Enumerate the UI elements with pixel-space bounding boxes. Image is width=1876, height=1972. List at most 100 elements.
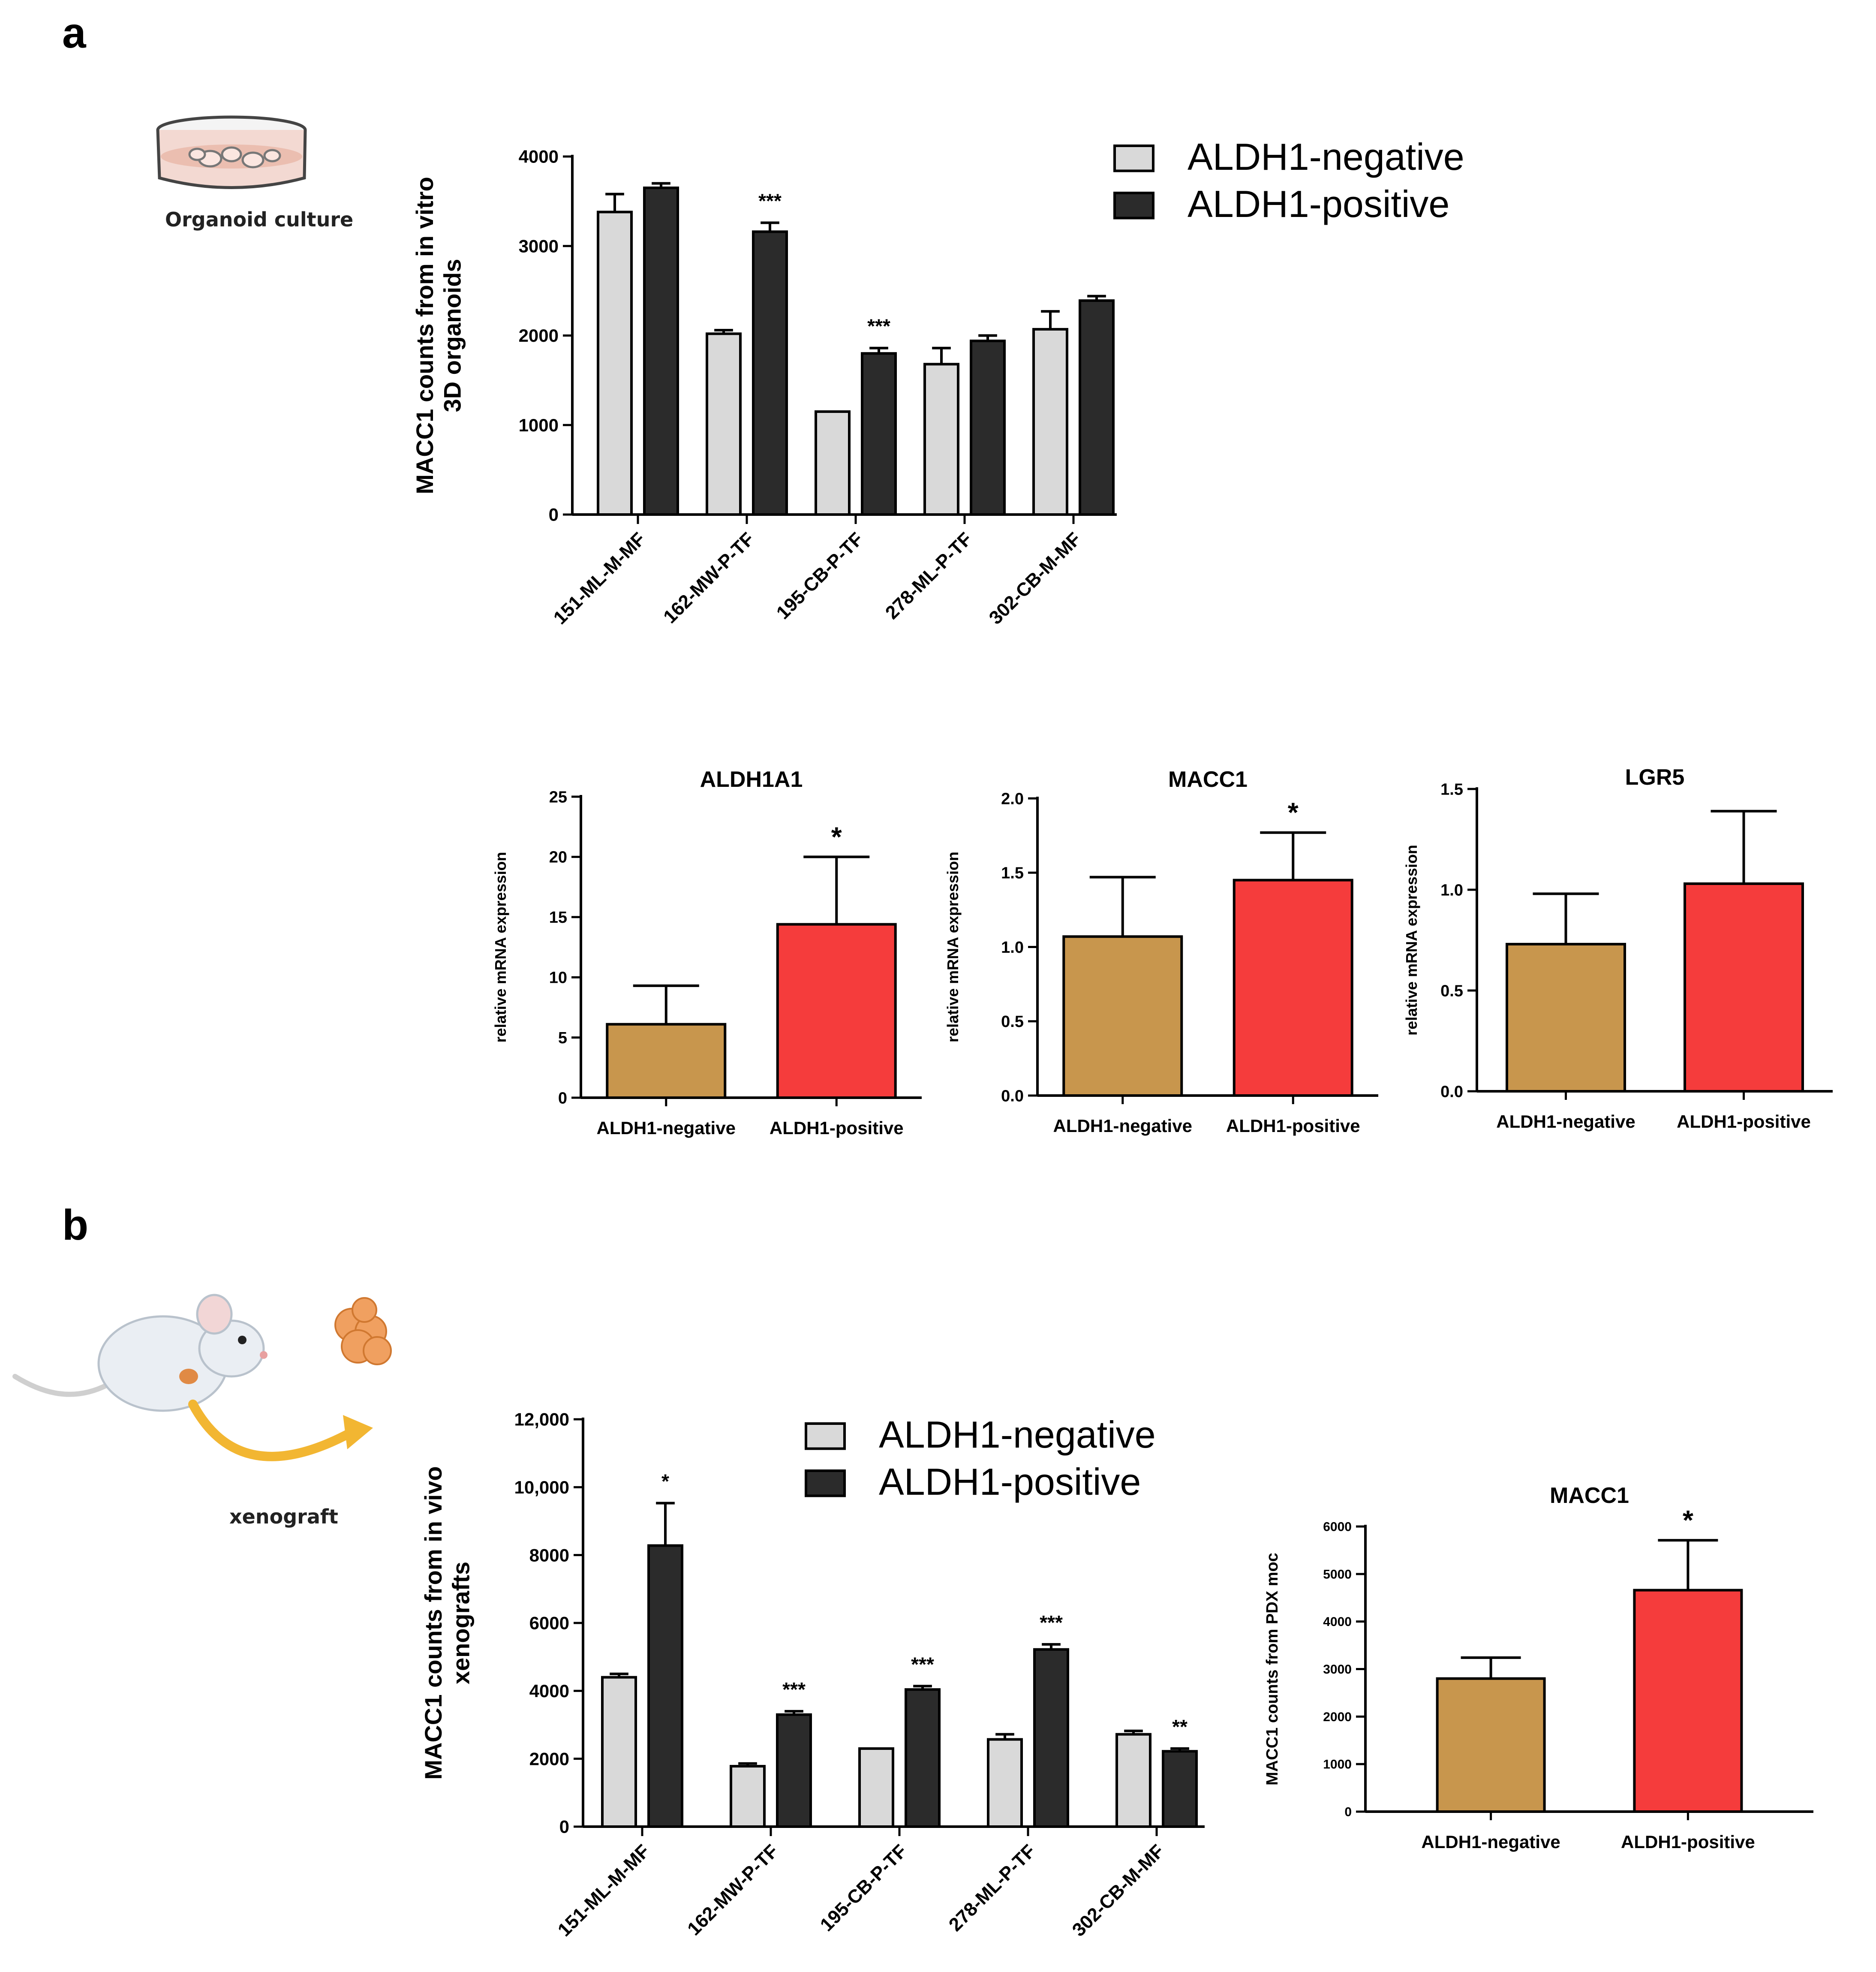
a_organoids-bar-negative xyxy=(706,332,742,516)
b_xenografts-bar-positive xyxy=(1033,1648,1069,1828)
a_macc1-y-axis-label: relative mRNA expression xyxy=(944,852,962,1042)
a_organoids-significance-label: *** xyxy=(758,190,782,212)
a_organoids-y-axis-label: MACC1 counts from in vitro xyxy=(411,177,438,494)
a_organoids-y-axis-label: 3D organoids xyxy=(439,259,466,412)
a_aldh1a1-title: ALDH1A1 xyxy=(700,767,803,792)
a_macc1-significance-label: * xyxy=(1288,797,1299,828)
b_xenografts-significance-label: *** xyxy=(911,1653,934,1675)
b_xenografts-legend-swatch-negative xyxy=(805,1422,846,1450)
a_organoids-y-tick-label: 2000 xyxy=(519,325,559,346)
b_xenografts-y-tick-label: 0 xyxy=(559,1817,569,1837)
a_aldh1a1-y-tick-label: 25 xyxy=(549,788,567,806)
a_macc1-y-tick-label: 1.5 xyxy=(1001,864,1024,882)
organoid-culture-label: Organoid culture xyxy=(165,208,354,231)
a_aldh1a1-bar-positive xyxy=(776,923,897,1099)
b_pdx-title: MACC1 xyxy=(1550,1483,1629,1508)
b_xenografts-bar-negative xyxy=(987,1738,1023,1828)
a_lgr5-y-tick-label: 0.5 xyxy=(1440,982,1463,1000)
b_pdx-y-tick-label: 3000 xyxy=(1323,1662,1352,1677)
mouse-icon xyxy=(12,1294,392,1461)
a_macc1-bar-negative xyxy=(1062,935,1183,1097)
a_aldh1a1-x-tick-label: ALDH1-positive xyxy=(770,1118,904,1138)
a_aldh1a1-y-tick-label: 10 xyxy=(549,969,567,987)
b_xenografts-x-tick-label: 162-MW-P-TF xyxy=(683,1840,782,1939)
a_organoids-bar-positive xyxy=(1079,299,1115,516)
b_pdx-y-tick-label: 1000 xyxy=(1323,1758,1352,1772)
a_macc1-bar-positive xyxy=(1233,879,1353,1097)
b_pdx-y-tick-label: 5000 xyxy=(1323,1567,1352,1581)
a_lgr5-bar-positive xyxy=(1684,882,1804,1093)
b_pdx-significance-label: * xyxy=(1683,1505,1693,1535)
b_pdx-bar-negative xyxy=(1436,1677,1546,1813)
a_organoids-x-tick-label: 162-MW-P-TF xyxy=(659,528,758,627)
a_macc1-y-tick-label: 0.0 xyxy=(1001,1087,1024,1105)
a_organoids-x-tick-label: 278-ML-P-TF xyxy=(881,528,976,623)
a_organoids-bar-negative xyxy=(815,410,851,516)
a_lgr5-y-tick-label: 1.5 xyxy=(1440,780,1463,798)
b_xenografts-bar-positive xyxy=(647,1544,683,1828)
b_pdx-x-tick-label: ALDH1-positive xyxy=(1621,1832,1755,1852)
panel-b-label: b xyxy=(62,1201,89,1249)
b_xenografts-bar-negative xyxy=(858,1747,894,1828)
a_lgr5-y-tick-label: 1.0 xyxy=(1440,881,1463,899)
b_pdx-y-tick-label: 0 xyxy=(1344,1805,1352,1819)
a_aldh1a1-y-axis-label: relative mRNA expression xyxy=(492,852,509,1043)
b_xenografts-y-tick-label: 8000 xyxy=(529,1545,569,1565)
b_xenografts-bar-negative xyxy=(730,1765,766,1828)
b_xenografts-significance-label: ** xyxy=(1172,1716,1188,1738)
panel-a-label: a xyxy=(62,9,86,57)
a_organoids-bar-negative xyxy=(597,211,633,516)
a_organoids-legend-label: ALDH1-negative xyxy=(1188,135,1464,178)
a_macc1-x-tick-label: ALDH1-negative xyxy=(1053,1116,1192,1136)
a_organoids-legend-swatch-negative xyxy=(1113,145,1154,172)
b_xenografts-y-tick-label: 12,000 xyxy=(514,1409,569,1430)
a_organoids-bar-positive xyxy=(970,340,1006,516)
b_xenografts-significance-label: *** xyxy=(782,1678,806,1701)
b_xenografts-x-tick-label: 195-CB-P-TF xyxy=(816,1840,911,1935)
a_organoids-x-tick-label: 151-ML-M-MF xyxy=(550,528,649,628)
b_xenografts-x-tick-label: 151-ML-M-MF xyxy=(554,1840,654,1940)
b_xenografts-y-axis-label: MACC1 counts from in vivo xyxy=(420,1466,447,1779)
b_xenografts-legend-swatch-positive xyxy=(805,1469,846,1497)
b_xenografts-significance-label: *** xyxy=(1040,1611,1063,1634)
a_lgr5-y-tick-label: 0.0 xyxy=(1440,1083,1463,1101)
b_xenografts-bar-positive xyxy=(905,1688,941,1828)
a_organoids-y-tick-label: 1000 xyxy=(519,415,559,435)
b_xenografts-y-axis-label: xenografts xyxy=(447,1562,474,1684)
b_pdx-bar-positive xyxy=(1633,1589,1743,1813)
a_organoids-legend-swatch-positive xyxy=(1113,192,1154,220)
a_macc1-x-tick-label: ALDH1-positive xyxy=(1226,1116,1360,1136)
a_macc1-y-tick-label: 2.0 xyxy=(1001,790,1024,808)
a_organoids-significance-label: *** xyxy=(867,315,890,337)
a_organoids-bar-negative xyxy=(1032,328,1068,516)
b_xenografts-legend-label: ALDH1-positive xyxy=(879,1460,1141,1503)
b_pdx-y-tick-label: 6000 xyxy=(1323,1520,1352,1534)
a_organoids-y-tick-label: 4000 xyxy=(519,147,559,167)
a_lgr5-title: LGR5 xyxy=(1625,765,1685,790)
b_xenografts-bar-positive xyxy=(776,1713,812,1828)
a_aldh1a1-y-tick-label: 5 xyxy=(558,1029,567,1047)
b_xenografts-legend-label: ALDH1-negative xyxy=(879,1413,1156,1456)
a_organoids-legend-label: ALDH1-positive xyxy=(1188,183,1449,225)
b_pdx-y-tick-label: 4000 xyxy=(1323,1615,1352,1629)
a_macc1-y-tick-label: 1.0 xyxy=(1001,939,1024,957)
a_organoids-bar-negative xyxy=(923,363,959,516)
b_xenografts-x-tick-label: 302-CB-M-MF xyxy=(1068,1840,1168,1940)
b_xenografts-y-tick-label: 4000 xyxy=(529,1681,569,1701)
a_aldh1a1-significance-label: * xyxy=(831,821,842,852)
a_macc1-y-tick-label: 0.5 xyxy=(1001,1013,1024,1031)
a_aldh1a1-x-tick-label: ALDH1-negative xyxy=(597,1118,736,1138)
b_xenografts-x-tick-label: 278-ML-P-TF xyxy=(945,1840,1040,1935)
a_lgr5-x-tick-label: ALDH1-negative xyxy=(1496,1111,1635,1132)
a_organoids-x-tick-label: 195-CB-P-TF xyxy=(773,528,867,623)
a_organoids-y-tick-label: 0 xyxy=(549,505,559,525)
b_pdx-y-tick-label: 2000 xyxy=(1323,1710,1352,1724)
b_xenografts-y-tick-label: 6000 xyxy=(529,1613,569,1633)
a_organoids-x-tick-label: 302-CB-M-MF xyxy=(985,528,1085,628)
b_xenografts-significance-label: * xyxy=(661,1470,669,1493)
b_xenografts-y-tick-label: 2000 xyxy=(529,1749,569,1769)
a_aldh1a1-bar-negative xyxy=(606,1023,727,1099)
b_xenografts-bar-negative xyxy=(601,1676,637,1828)
a_lgr5-bar-negative xyxy=(1506,942,1626,1093)
